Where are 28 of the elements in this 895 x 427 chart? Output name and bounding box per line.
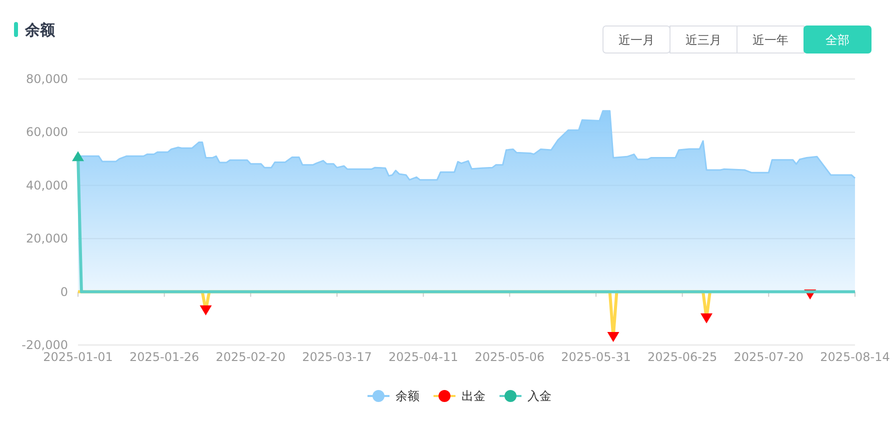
x-tick-label: 2025-07-20 xyxy=(734,350,804,364)
x-tick-label: 2025-01-26 xyxy=(129,350,200,364)
x-tick-label: 2025-08-14 xyxy=(820,350,890,364)
x-tick-label: 2025-04-11 xyxy=(388,350,458,364)
legend-label: 入金 xyxy=(528,389,552,403)
point xyxy=(607,332,620,342)
y-tick-label: 40,000 xyxy=(26,178,68,192)
range-button: 近三月 xyxy=(670,26,738,54)
legend-label: 余额 xyxy=(396,389,420,403)
x-tick-label: 2025-05-06 xyxy=(474,350,545,364)
chart-title: 余额 xyxy=(24,21,56,39)
y-tick-label: -20,000 xyxy=(22,338,68,352)
range-button: 近一月 xyxy=(602,26,670,54)
y-tick-label: 60,000 xyxy=(26,125,68,140)
point xyxy=(700,313,713,324)
legend-label: 出金 xyxy=(462,389,486,403)
range-button: 全部 xyxy=(804,26,872,54)
y-tick-label: 0 xyxy=(60,284,68,299)
x-tick-label: 2025-03-17 xyxy=(302,350,372,364)
point xyxy=(72,151,84,162)
x-tick-label: 2025-06-25 xyxy=(647,350,718,364)
x-tick-label: 2025-02-20 xyxy=(216,350,286,364)
y-tick-label: 20,000 xyxy=(26,232,68,246)
y-tick-label: 80,000 xyxy=(26,72,68,86)
range-button: 近一年 xyxy=(736,26,804,54)
point xyxy=(200,305,212,316)
x-tick-label: 2025-05-31 xyxy=(561,350,631,364)
x-tick-label: 2025-01-01 xyxy=(43,350,113,364)
